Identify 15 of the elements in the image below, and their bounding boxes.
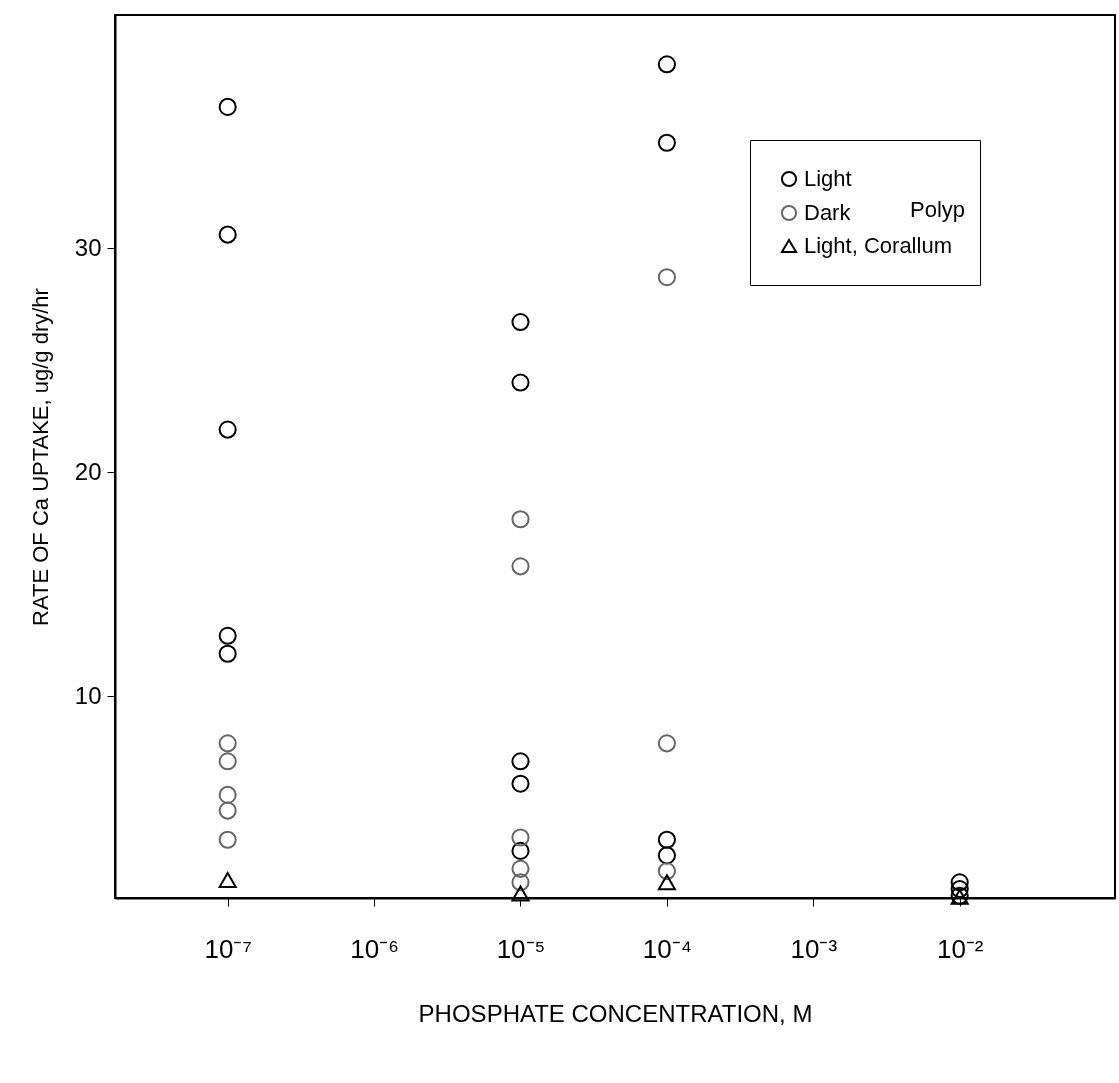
x-tick-label: 10⁻⁶ bbox=[350, 933, 399, 964]
legend-label: Dark bbox=[804, 200, 852, 225]
x-tick-label: 10⁻⁴ bbox=[642, 933, 692, 964]
x-tick-label: 10⁻⁷ bbox=[204, 933, 252, 964]
x-tick-label: 10⁻⁵ bbox=[496, 933, 546, 964]
x-axis-title: PHOSPHATE CONCENTRATION, M bbox=[418, 999, 813, 1027]
x-tick-label: 10⁻² bbox=[936, 933, 984, 964]
y-axis-title: RATE OF Ca UPTAKE, ug/g dry/hr bbox=[27, 288, 53, 626]
annotation: Polyp bbox=[910, 197, 966, 222]
y-tick-label: 30 bbox=[74, 233, 102, 261]
x-tick-label: 10⁻³ bbox=[790, 933, 838, 964]
y-tick-label: 20 bbox=[74, 457, 102, 485]
legend-label: Light, Corallum bbox=[804, 233, 952, 258]
legend-label: Light bbox=[804, 166, 852, 191]
y-tick-label: 10 bbox=[74, 681, 102, 709]
